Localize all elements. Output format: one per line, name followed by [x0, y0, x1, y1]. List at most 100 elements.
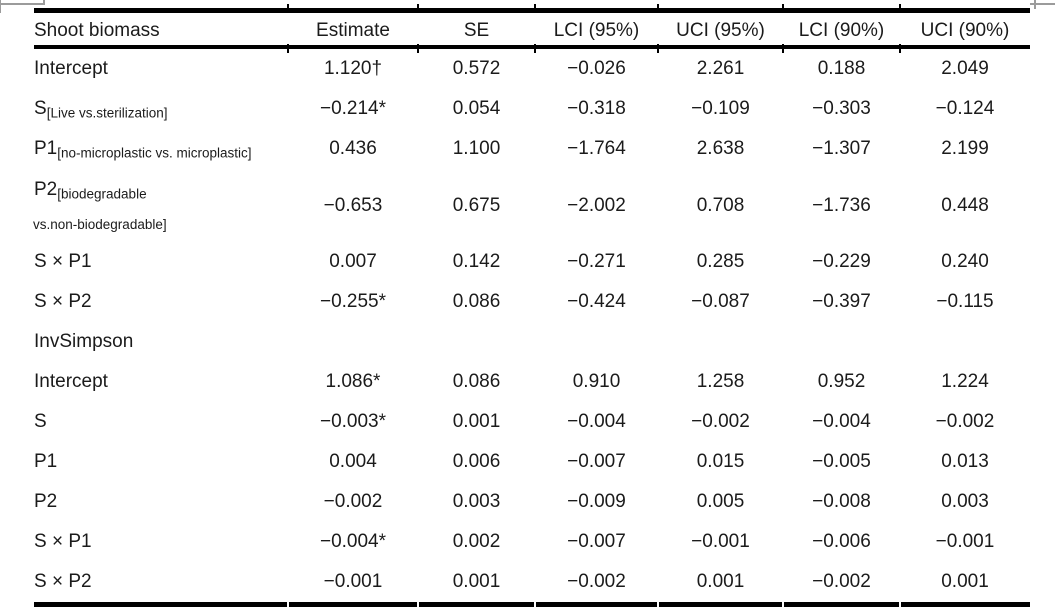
cell-value: −2.002: [567, 194, 626, 216]
cell-value: 2.199: [941, 138, 989, 159]
cell-value: −1.764: [567, 138, 626, 159]
row-label: Intercept: [34, 362, 288, 402]
column-boundary-tick: [657, 44, 659, 53]
column-header-uci-95: UCI (95%): [676, 20, 765, 41]
column-boundary-tick: [899, 4, 901, 9]
column-header-se: SE: [463, 20, 490, 41]
cell-value: −0.003*: [319, 411, 387, 432]
cell-value: 0.436: [329, 138, 377, 159]
row-label: P1: [34, 442, 288, 482]
cell-value: 0.007: [329, 251, 377, 272]
row-label-subscript-line2: vs.non-biodegradable]: [33, 216, 167, 232]
cell-value: 0.188: [817, 58, 866, 79]
column-boundary-tick: [417, 44, 419, 53]
table-row: S[Live vs.sterilization] −0.214* 0.054 −0.3…: [34, 89, 1030, 129]
table-body: Intercept 1.120† 0.572 −0.026 2.261 0.188 2.04…: [33, 49, 1030, 602]
cell-value: 0.002: [452, 531, 501, 552]
column-header-shoot-biomass: Shoot biomass: [34, 20, 160, 41]
grid-artifact-left-edge: [0, 0, 1, 13]
grid-artifact-top-left-vertical: [43, 0, 45, 5]
cell-value: −0.002: [691, 411, 750, 432]
row-label-subscript: [no-microplastic vs. microplastic]: [57, 145, 252, 161]
cell-value: −0.303: [812, 98, 871, 119]
row-label-text: S × P1: [34, 251, 92, 272]
column-boundary-tick: [782, 4, 784, 9]
cell-value: 0.240: [941, 251, 989, 272]
row-label-text: S × P2: [34, 291, 92, 312]
column-boundary-gap: [899, 602, 901, 607]
column-boundary-gap: [782, 602, 784, 607]
cell-value: −0.007: [567, 451, 626, 472]
table-row: S × P1 0.007 0.142 −0.271 0.285 −0.229 0.240: [34, 242, 1030, 282]
cell-value: 0.006: [452, 451, 501, 472]
column-header-estimate: Estimate: [316, 20, 390, 41]
section-header-row: InvSimpson: [34, 322, 1030, 362]
table-row: S × P2 −0.255* 0.086 −0.424 −0.087 −0.397 −0.1…: [34, 282, 1030, 322]
cell-value: [535, 322, 658, 362]
cell-value: −0.009: [567, 491, 626, 512]
cell-value: −0.124: [935, 98, 995, 119]
cell-value: 0.001: [452, 571, 501, 592]
cell-value: 0.001: [941, 571, 989, 592]
row-label-text: Intercept: [34, 371, 108, 392]
header-underline-rule: [34, 45, 1030, 49]
cell-value: 0.013: [941, 451, 989, 472]
column-boundary-tick: [534, 4, 536, 9]
cell-value: 0.675: [452, 194, 501, 216]
cell-value: −0.087: [691, 291, 750, 312]
cell-value: [658, 322, 783, 362]
row-label: Intercept: [34, 49, 288, 89]
cell-value: −0.255*: [319, 291, 387, 312]
row-label: S × P2: [34, 562, 288, 602]
cell-value: −0.002: [812, 571, 871, 592]
row-label-text: S: [34, 411, 47, 432]
table-top-rule: [34, 8, 1030, 13]
row-label-text: S × P2: [34, 571, 92, 592]
cell-value: 0.708: [696, 194, 745, 216]
table-row: S × P2 −0.001 0.001 −0.002 0.001 −0.002 0.001: [34, 562, 1030, 602]
cell-value: 2.261: [696, 58, 745, 79]
header-row: Shoot biomass Estimate SE LCI (95%) UCI …: [34, 13, 1030, 49]
grid-artifact-top-right-horizontal: [1030, 3, 1055, 5]
column-boundary-gap: [287, 602, 289, 607]
cell-value: 1.086*: [325, 371, 381, 392]
row-label: P2[biodegradable vs.non-biodegradable]: [33, 169, 288, 242]
column-header-uci-90: UCI (90%): [920, 20, 1010, 41]
cell-value: −0.004: [567, 411, 626, 432]
cell-value: 1.258: [696, 371, 745, 392]
cell-value: 0.086: [452, 291, 501, 312]
cell-value: −0.229: [812, 251, 871, 272]
cell-value: −0.397: [812, 291, 871, 312]
cell-value: 0.003: [452, 491, 501, 512]
column-boundary-gap: [534, 602, 536, 607]
table-row: P1[no-microplastic vs. microplastic] 0.43…: [34, 129, 1030, 169]
table-row: P1 0.004 0.006 −0.007 0.015 −0.005 0.013: [34, 442, 1030, 482]
row-label: P2: [34, 482, 288, 522]
table-row: S × P1 −0.004* 0.002 −0.007 −0.001 −0.006 −0.0…: [34, 522, 1030, 562]
cell-value: −0.653: [323, 194, 383, 216]
cell-value: 0.952: [817, 371, 866, 392]
cell-value: −0.004*: [319, 531, 387, 552]
column-boundary-tick: [287, 4, 289, 9]
table-bottom-rule: [34, 602, 1030, 607]
cell-value: 0.015: [696, 451, 745, 472]
column-boundary-tick: [417, 4, 419, 9]
cell-value: −0.318: [567, 98, 626, 119]
cell-value: 0.142: [452, 251, 501, 272]
cell-value: −0.005: [812, 451, 871, 472]
cell-value: −0.006: [812, 531, 871, 552]
cell-value: 2.049: [941, 58, 989, 79]
grid-artifact-top-right-vertical: [1034, 0, 1036, 9]
cell-value: 1.100: [452, 138, 501, 159]
cell-value: −0.115: [936, 291, 994, 312]
row-label-text: S × P1: [34, 531, 92, 552]
cell-value: 0.285: [696, 251, 745, 272]
cell-value: 0.910: [572, 371, 621, 392]
cell-value: 0.001: [696, 571, 745, 592]
row-label: S[Live vs.sterilization]: [34, 89, 288, 129]
row-label-text: P1: [34, 451, 58, 472]
cell-value: −0.424: [567, 291, 626, 312]
cell-value: −0.007: [567, 531, 626, 552]
row-label-text: InvSimpson: [34, 331, 134, 352]
